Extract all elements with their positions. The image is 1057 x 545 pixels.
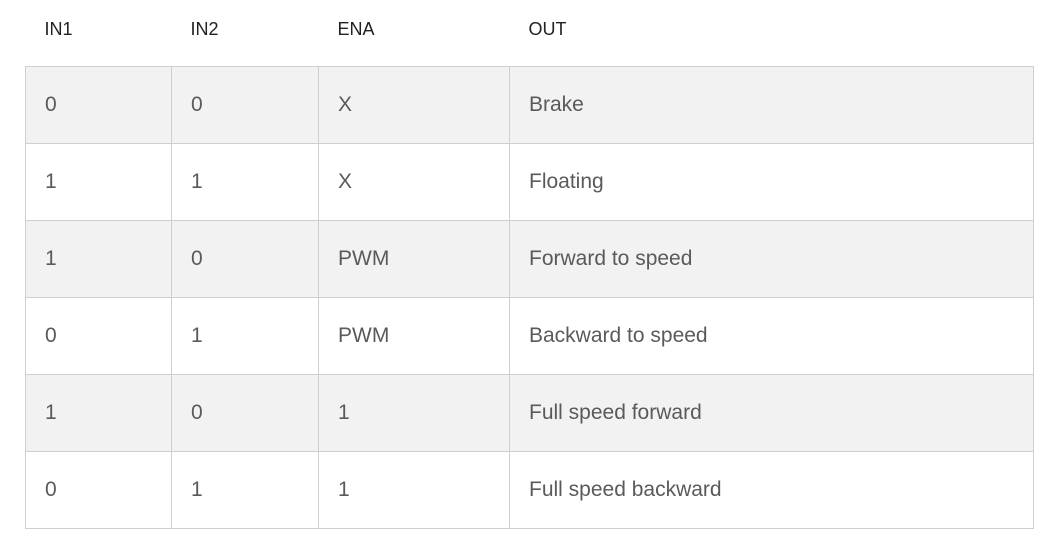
cell-in1: 0 xyxy=(25,297,172,375)
cell-in2: 0 xyxy=(171,66,319,144)
header-in1: IN1 xyxy=(44,18,73,39)
table-row: 0 1 PWM Backward to speed xyxy=(25,297,1034,375)
header-row: IN1 IN2 ENA OUT xyxy=(26,0,1034,67)
cell-in2: 1 xyxy=(171,143,319,221)
cell-out: Backward to speed xyxy=(509,297,1034,375)
cell-in1: 0 xyxy=(25,451,172,529)
header-ena: ENA xyxy=(337,18,375,39)
table-row: 1 1 X Floating xyxy=(25,143,1034,221)
cell-in1: 1 xyxy=(25,374,172,452)
table-body: 0 0 X Brake 1 1 X Floating 1 0 PWM Forwa… xyxy=(25,66,1034,529)
table-header: IN1 IN2 ENA OUT xyxy=(26,0,1034,67)
table-row: 1 0 PWM Forward to speed xyxy=(25,220,1034,298)
cell-ena: X xyxy=(318,66,510,144)
cell-in2: 0 xyxy=(171,374,319,452)
cell-in2: 0 xyxy=(171,220,319,298)
header-in2: IN2 xyxy=(190,18,219,39)
table-row: 1 0 1 Full speed forward xyxy=(25,374,1034,452)
cell-ena: 1 xyxy=(318,451,510,529)
truth-table-container: IN1 IN2 ENA OUT 0 0 X Brake 1 1 X Floati… xyxy=(25,0,1034,529)
cell-ena: 1 xyxy=(318,374,510,452)
cell-out: Forward to speed xyxy=(509,220,1034,298)
table-row: 0 0 X Brake xyxy=(25,66,1034,144)
header-out: OUT xyxy=(528,18,567,39)
cell-out: Floating xyxy=(509,143,1034,221)
cell-ena: X xyxy=(318,143,510,221)
cell-out: Brake xyxy=(509,66,1034,144)
cell-out: Full speed forward xyxy=(509,374,1034,452)
table-row: 0 1 1 Full speed backward xyxy=(25,451,1034,529)
cell-in2: 1 xyxy=(171,451,319,529)
cell-in1: 1 xyxy=(25,143,172,221)
cell-in2: 1 xyxy=(171,297,319,375)
cell-ena: PWM xyxy=(318,297,510,375)
cell-out: Full speed backward xyxy=(509,451,1034,529)
motor-truth-table: IN1 IN2 ENA OUT 0 0 X Brake 1 1 X Floati… xyxy=(25,0,1034,529)
cell-ena: PWM xyxy=(318,220,510,298)
cell-in1: 0 xyxy=(25,66,172,144)
cell-in1: 1 xyxy=(25,220,172,298)
